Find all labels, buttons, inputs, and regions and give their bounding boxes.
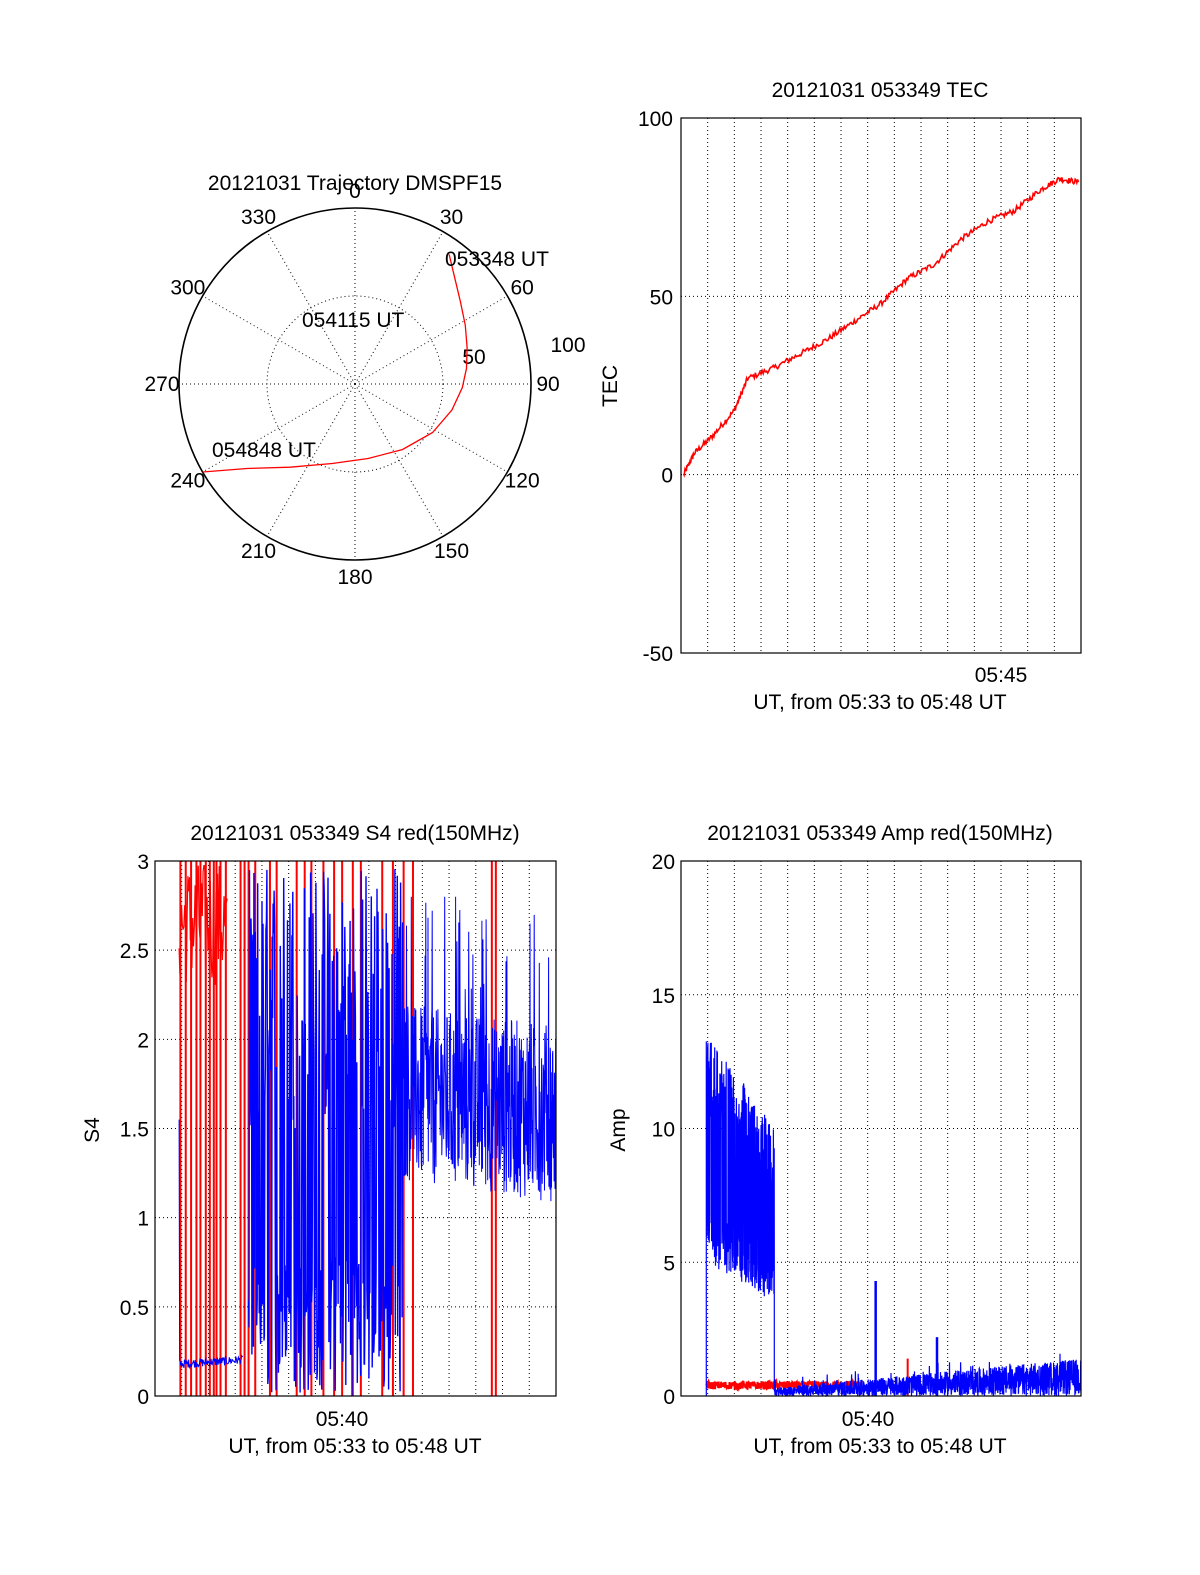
trajectory-start-label: 053348 UT (445, 248, 549, 271)
tec-title: 20121031 053349 TEC (772, 79, 989, 102)
tec-series-line (682, 176, 1080, 478)
amp-y-tick: 0 (663, 1386, 675, 1409)
polar-angle-label: 90 (536, 373, 559, 396)
polar-grid-spoke (354, 383, 444, 537)
s4-blue-burst (247, 869, 405, 1396)
polar-radial-label: 50 (462, 346, 485, 369)
polar-angle-label: 330 (241, 206, 276, 229)
polar-angle-label: 150 (434, 540, 469, 563)
polar-angle-label: 30 (440, 206, 463, 229)
polar-angle-label: 180 (337, 566, 372, 589)
amp-y-tick: 20 (652, 851, 675, 874)
amp-blue-burst (705, 1041, 775, 1396)
tec-x-label: UT, from 05:33 to 05:48 UT (753, 691, 1006, 714)
amp-x-label: UT, from 05:33 to 05:48 UT (753, 1435, 1006, 1458)
polar-outer-circle (178, 207, 532, 561)
amp-title: 20121031 053349 Amp red(150MHz) (707, 822, 1053, 845)
trajectory-mid-label: 054115 UT (302, 309, 405, 332)
amp-panel: 20121031 053349 Amp red(150MHz) 20 15 10 5 0… (607, 822, 1082, 1458)
amp-y-label: Amp (607, 1108, 630, 1151)
s4-y-tick: 2 (137, 1029, 149, 1052)
polar-grid-spoke (354, 295, 508, 385)
trajectory-end-label: 054848 UT (212, 439, 316, 462)
amp-frame (680, 860, 1082, 1397)
amp-blue-tail (773, 1353, 1082, 1398)
s4-blue-quiet (178, 1119, 244, 1370)
polar-grid-spoke (354, 231, 444, 385)
amp-y-tick: 15 (652, 985, 675, 1008)
amp-x-tick: 05:40 (842, 1408, 895, 1431)
s4-y-label: S4 (81, 1117, 104, 1143)
polar-angle-label: 0 (349, 180, 361, 203)
s4-y-tick: 2.5 (120, 940, 149, 963)
trajectory-path (202, 254, 468, 473)
polar-angle-label: 210 (241, 540, 276, 563)
polar-angle-label: 60 (510, 277, 533, 300)
polar-angle-label: 300 (170, 277, 205, 300)
s4-y-tick: 1.5 (120, 1119, 149, 1142)
tec-frame (680, 117, 1082, 654)
s4-blue-tail (403, 896, 557, 1202)
amp-y-tick: 5 (663, 1252, 675, 1275)
s4-y-tick: 0 (137, 1386, 149, 1409)
s4-title: 20121031 053349 S4 red(150MHz) (190, 822, 519, 845)
polar-angle-label: 270 (144, 373, 179, 396)
tec-y-tick: 50 (650, 286, 673, 309)
trajectory-title: 20121031 Trajectory DMSPF15 (208, 172, 502, 195)
s4-x-tick: 05:40 (316, 1408, 369, 1431)
s4-x-label: UT, from 05:33 to 05:48 UT (228, 1435, 481, 1458)
tec-panel: 20121031 053349 TEC 100 50 0 -50 05:45 UT, … (599, 79, 1082, 714)
trajectory-panel: 20121031 Trajectory DMSPF15 0 30 60 90 120 15… (144, 172, 585, 589)
s4-y-tick: 3 (137, 851, 149, 874)
polar-grid-spoke (266, 383, 356, 537)
s4-y-tick: 1 (137, 1208, 149, 1231)
tec-y-tick: -50 (643, 643, 673, 666)
s4-panel: 20121031 053349 S4 red(150MHz) 3 2.5 2 1.5 1… (81, 822, 557, 1458)
s4-red-plateau (178, 864, 228, 985)
polar-grid-spoke (266, 231, 356, 385)
polar-grid-spoke (202, 383, 356, 473)
tec-x-tick: 05:45 (975, 664, 1028, 687)
polar-angle-label: 240 (170, 470, 205, 493)
tec-y-tick: 100 (638, 108, 673, 131)
polar-grid-spoke (202, 295, 356, 385)
s4-y-tick: 0.5 (120, 1297, 149, 1320)
polar-grid-spoke (354, 383, 508, 473)
polar-angle-label: 120 (505, 470, 540, 493)
polar-radial-label: 100 (550, 334, 585, 357)
amp-y-tick: 10 (652, 1119, 675, 1142)
tec-y-label: TEC (599, 365, 622, 407)
tec-y-tick: 0 (661, 465, 673, 488)
s4-frame (154, 860, 557, 1397)
